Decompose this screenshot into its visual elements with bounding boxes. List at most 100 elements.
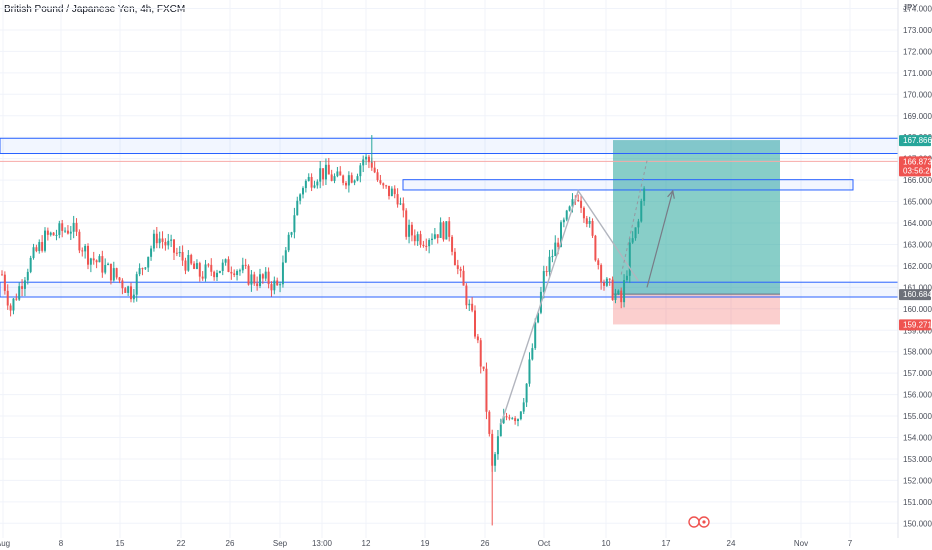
candle-body (405, 210, 408, 237)
y-tick-label: 164.000 (903, 219, 932, 228)
candle-body (81, 250, 84, 252)
candle-body (514, 418, 517, 422)
projection-line (620, 160, 648, 275)
candle-body (600, 265, 603, 283)
candle-body (55, 234, 58, 236)
candle-body (634, 227, 637, 239)
candle-body (339, 171, 342, 176)
candle-body (46, 230, 49, 235)
candle-body (565, 210, 568, 220)
candle-body (468, 303, 471, 306)
candle-body (560, 222, 562, 247)
candle-body (281, 262, 284, 285)
candle-body (479, 340, 482, 367)
stop-zone (613, 294, 780, 325)
candle-body (471, 303, 474, 311)
candle-body (505, 416, 508, 418)
candle-body (336, 171, 339, 177)
candle-body (12, 298, 15, 311)
candle-body (310, 176, 313, 188)
candle-body (534, 322, 537, 349)
candle-body (23, 280, 26, 289)
candle-body (107, 263, 110, 265)
candle-body (436, 234, 439, 238)
candle-body (161, 238, 164, 242)
candle-body (238, 270, 241, 272)
candle-body (299, 194, 302, 201)
time-axis: Aug 8 15 22 26 Sep 13:00 12 19 26 Oct 10 17 24 Nov 7 (0, 538, 932, 550)
candle-body (167, 240, 170, 246)
candle-body (373, 167, 376, 173)
candle-body (496, 436, 499, 455)
candle-body (104, 264, 107, 273)
y-tick-label: 163.000 (903, 240, 932, 249)
candle-body (98, 256, 101, 263)
candle-body (293, 215, 296, 233)
candle-body (548, 256, 551, 272)
candle-body (101, 256, 104, 273)
x-tick-label: 12 (362, 539, 371, 548)
candle-body (181, 252, 184, 261)
target-price-label (899, 135, 931, 147)
candle-body (554, 242, 557, 257)
candle-body (198, 263, 201, 277)
y-tick-label: 161.000 (903, 283, 932, 292)
stop-price-label (899, 319, 931, 331)
candle-body (118, 277, 121, 281)
candle-body (517, 419, 519, 422)
candle-body (605, 278, 608, 286)
candle-body (362, 159, 365, 166)
y-tick-label: 170.000 (903, 90, 932, 99)
candle-body (313, 185, 316, 188)
candle-body (1, 274, 3, 276)
candle-body (451, 236, 454, 252)
arrow-drawing (646, 190, 674, 288)
x-tick-label: 17 (662, 539, 671, 548)
candle-body (195, 263, 198, 269)
target-price-text: 167.866 (903, 136, 932, 145)
candle-body (491, 433, 494, 466)
candle-body (319, 168, 322, 182)
candle-body (124, 288, 127, 293)
y-tick-label: 152.000 (903, 476, 932, 485)
candle-body (342, 175, 345, 183)
candle-body (216, 272, 218, 278)
candle-body (15, 298, 18, 300)
candle-body (127, 286, 130, 293)
candle-body (178, 252, 181, 254)
candle-body (522, 402, 525, 412)
candle-body (89, 258, 92, 265)
candle-body (628, 242, 631, 276)
x-tick-label: Oct (538, 539, 551, 548)
candle-body (32, 247, 35, 258)
entry-price-label (899, 289, 931, 301)
candle-body (78, 231, 81, 251)
candle-body (273, 280, 276, 291)
x-tick-label: 26 (226, 539, 235, 548)
candle-body (623, 280, 626, 303)
candle-body (213, 271, 216, 278)
candle-body (147, 256, 150, 268)
candle-body (72, 222, 75, 232)
candle-body (87, 245, 89, 265)
candle-body (410, 224, 413, 236)
candle-body (138, 268, 141, 275)
candle-body (562, 219, 565, 223)
candle-body (511, 418, 514, 420)
candle-body (474, 310, 476, 337)
candle-body (582, 207, 585, 219)
candle-body (75, 222, 78, 232)
y-tick-label: 150.000 (903, 519, 932, 528)
y-tick-label: 157.000 (903, 369, 932, 378)
candle-body (279, 284, 282, 286)
candle-body (508, 417, 511, 419)
bar-countdown-text: 03:56:20 (903, 166, 932, 175)
x-tick-label: 24 (727, 539, 736, 548)
y-tick-label: 172.000 (903, 47, 932, 56)
candle-body (236, 271, 239, 275)
candle-body (617, 290, 620, 294)
candle-body (38, 242, 41, 252)
candle-body (207, 264, 210, 266)
logo-icon[interactable] (688, 516, 710, 528)
